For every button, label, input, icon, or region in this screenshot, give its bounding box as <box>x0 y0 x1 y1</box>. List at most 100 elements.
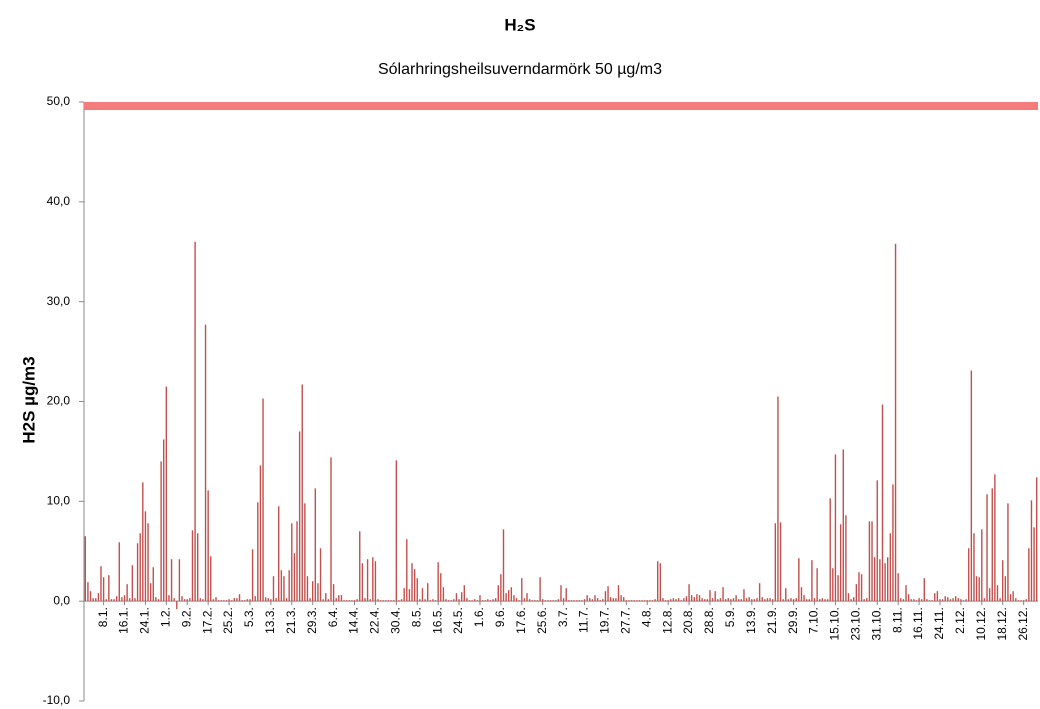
bar <box>677 598 680 602</box>
x-tick-label: 12.8. <box>660 607 674 634</box>
bar <box>445 599 447 602</box>
bar <box>735 595 737 602</box>
bar <box>714 591 716 602</box>
bar <box>683 598 685 602</box>
x-tick-label: 2.12. <box>953 607 967 634</box>
bar <box>727 598 729 602</box>
bar <box>466 598 468 602</box>
x-tick-label: 4.8. <box>639 607 653 627</box>
bar <box>811 560 813 602</box>
bar <box>816 568 818 602</box>
bar <box>779 522 782 602</box>
bar <box>251 549 254 602</box>
x-tick-label: 6.4. <box>326 607 340 627</box>
bar <box>795 598 797 602</box>
bar <box>693 597 695 602</box>
bar <box>390 600 392 602</box>
bar <box>704 599 706 602</box>
bar <box>123 595 126 602</box>
bar <box>285 598 288 602</box>
bar <box>813 598 816 602</box>
bar <box>871 521 873 602</box>
bar <box>108 575 110 602</box>
bar <box>528 599 531 602</box>
bar <box>615 598 617 602</box>
bar <box>217 600 220 602</box>
bar <box>440 573 442 602</box>
bar <box>513 595 515 602</box>
x-tick-label: 24.1. <box>138 607 152 634</box>
bar <box>633 600 635 602</box>
bar <box>732 598 735 602</box>
bar <box>1017 600 1020 602</box>
bar <box>379 600 382 602</box>
bar <box>419 599 421 602</box>
bar <box>411 563 413 602</box>
bar <box>385 600 387 602</box>
bar <box>829 498 831 602</box>
bar <box>317 583 319 602</box>
x-tick-label: 19.7. <box>598 607 612 634</box>
bar <box>149 583 152 602</box>
bar <box>181 596 183 602</box>
bar <box>471 600 473 602</box>
bar <box>986 494 988 602</box>
bar <box>758 583 761 602</box>
bar <box>918 598 920 602</box>
bar <box>194 241 196 602</box>
bar <box>670 599 672 602</box>
bar <box>500 574 502 602</box>
bar <box>808 599 811 602</box>
bar <box>602 599 604 602</box>
bar <box>894 243 897 602</box>
bar <box>492 599 494 602</box>
bar <box>118 542 120 602</box>
x-tick-label: 5.9. <box>723 607 737 627</box>
bar <box>518 600 520 602</box>
bar <box>89 591 92 602</box>
bar <box>821 598 824 602</box>
x-tick-label: 18.12. <box>995 607 1009 640</box>
bar <box>330 457 332 602</box>
bar <box>826 599 829 602</box>
bar <box>131 565 134 602</box>
x-tick-label: 3.7. <box>556 607 570 627</box>
bar <box>646 600 648 602</box>
bar <box>97 593 100 602</box>
bar <box>978 577 980 602</box>
bar <box>115 596 118 602</box>
bar <box>662 598 664 602</box>
x-tick-label: 5.3. <box>242 607 256 627</box>
bar <box>954 596 957 602</box>
bar <box>928 600 931 602</box>
bar <box>293 553 296 602</box>
bar <box>596 598 599 602</box>
bar <box>842 449 844 602</box>
bar <box>272 576 275 602</box>
bar <box>353 600 356 602</box>
bar <box>722 587 724 602</box>
bar <box>581 600 583 602</box>
bar <box>970 370 973 602</box>
x-tick-label: 1.6. <box>472 607 486 627</box>
bar <box>790 598 792 602</box>
bar <box>850 599 852 602</box>
bar <box>698 595 701 602</box>
bar <box>557 599 560 602</box>
bar <box>199 598 202 602</box>
bar <box>907 594 910 602</box>
bar <box>832 568 834 602</box>
y-tick-label: 50,0 <box>47 94 71 108</box>
bar <box>301 384 303 602</box>
bar <box>191 530 194 602</box>
bar <box>241 600 243 602</box>
bar <box>314 488 317 602</box>
x-tick-label: 27.7. <box>619 607 633 634</box>
bar <box>568 600 570 602</box>
bar <box>427 583 429 602</box>
bar <box>129 598 131 602</box>
x-tick-label: 17.6. <box>514 607 528 634</box>
bar <box>889 533 892 602</box>
bar <box>424 599 426 602</box>
bar <box>623 597 625 602</box>
